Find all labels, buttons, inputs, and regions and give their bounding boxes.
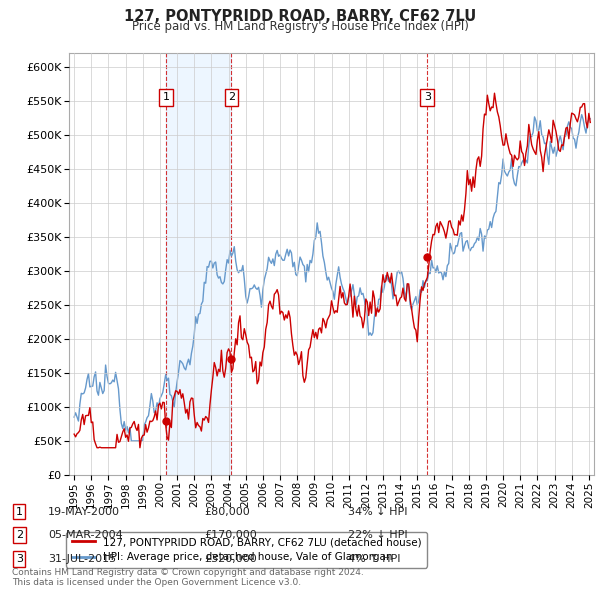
Text: 127, PONTYPRIDD ROAD, BARRY, CF62 7LU: 127, PONTYPRIDD ROAD, BARRY, CF62 7LU <box>124 9 476 24</box>
Text: £80,000: £80,000 <box>204 507 250 516</box>
Text: 2: 2 <box>16 530 23 540</box>
Text: 05-MAR-2004: 05-MAR-2004 <box>48 530 123 540</box>
Text: 1: 1 <box>16 507 23 516</box>
Text: Contains HM Land Registry data © Crown copyright and database right 2024.
This d: Contains HM Land Registry data © Crown c… <box>12 568 364 587</box>
Text: 2: 2 <box>228 92 235 102</box>
Text: £170,000: £170,000 <box>204 530 257 540</box>
Text: 22% ↓ HPI: 22% ↓ HPI <box>348 530 407 540</box>
Text: 19-MAY-2000: 19-MAY-2000 <box>48 507 120 516</box>
Text: 3: 3 <box>16 554 23 563</box>
Text: 4% ↑ HPI: 4% ↑ HPI <box>348 554 401 563</box>
Bar <box>166 53 232 475</box>
Text: 34% ↓ HPI: 34% ↓ HPI <box>348 507 407 516</box>
Legend: 127, PONTYPRIDD ROAD, BARRY, CF62 7LU (detached house), HPI: Average price, deta: 127, PONTYPRIDD ROAD, BARRY, CF62 7LU (d… <box>67 532 427 568</box>
Text: Price paid vs. HM Land Registry's House Price Index (HPI): Price paid vs. HM Land Registry's House … <box>131 20 469 33</box>
Text: £320,000: £320,000 <box>204 554 257 563</box>
Text: 3: 3 <box>424 92 431 102</box>
Text: 1: 1 <box>163 92 170 102</box>
Text: 31-JUL-2015: 31-JUL-2015 <box>48 554 116 563</box>
